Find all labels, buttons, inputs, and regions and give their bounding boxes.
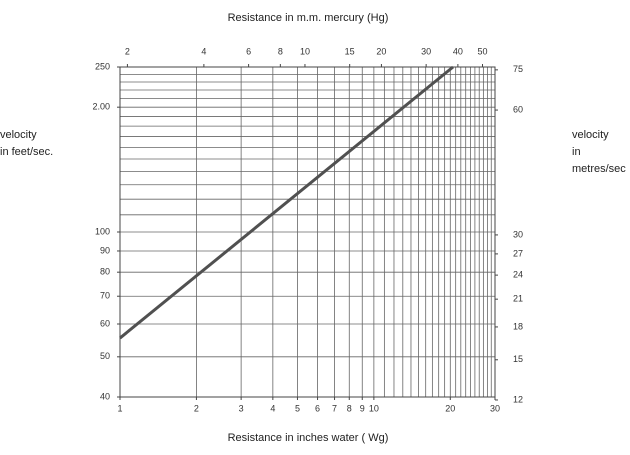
y-tick-label: 60 [100, 318, 110, 328]
x2-tick-label: 30 [421, 46, 431, 56]
y-axis-label: in feet/sec. [0, 146, 53, 158]
x2-tick-label: 8 [278, 46, 283, 56]
y-axis-label: velocity [0, 129, 37, 141]
x-tick-label: 7 [332, 403, 337, 413]
x-tick-label: 30 [490, 403, 500, 413]
chart-title: Resistance in m.m. mercury (Hg) [228, 12, 389, 24]
data-line [119, 65, 454, 340]
x2-tick-label: 40 [453, 46, 463, 56]
x2-tick-label: 6 [246, 46, 251, 56]
y2-tick-label: 60 [513, 104, 523, 114]
y-tick-label: 100 [95, 226, 110, 236]
y-tick-label: 90 [100, 245, 110, 255]
y2-tick-label: 30 [513, 229, 523, 239]
y2-tick-label: 18 [513, 321, 523, 331]
y2-tick-label: 24 [513, 269, 523, 279]
y2-tick-label: 75 [513, 64, 523, 74]
y2-axis-label: in [572, 146, 581, 158]
x2-tick-label: 10 [300, 46, 310, 56]
x2-tick-label: 4 [201, 46, 206, 56]
y-tick-label: 250 [95, 61, 110, 71]
x-tick-label: 20 [445, 403, 455, 413]
y-tick-label: 2.00 [92, 102, 110, 112]
x-tick-label: 2 [194, 403, 199, 413]
x-tick-label: 9 [360, 403, 365, 413]
x2-tick-label: 15 [345, 46, 355, 56]
y2-tick-label: 15 [513, 354, 523, 364]
x2-tick-label: 20 [376, 46, 386, 56]
x-tick-label: 10 [369, 403, 379, 413]
x2-tick-label: 2 [125, 46, 130, 56]
y2-axis-label: velocity [572, 129, 609, 141]
y-tick-label: 70 [100, 291, 110, 301]
x-tick-label: 8 [347, 403, 352, 413]
x2-tick-label: 50 [477, 46, 487, 56]
x-tick-label: 3 [239, 403, 244, 413]
x-tick-label: 6 [315, 403, 320, 413]
x-axis-label: Resistance in inches water ( Wg) [228, 432, 389, 444]
y2-tick-label: 21 [513, 294, 523, 304]
y2-axis-label: metres/sec [572, 163, 626, 175]
y2-tick-label: 27 [513, 248, 523, 258]
y-tick-label: 80 [100, 267, 110, 277]
y2-tick-label: 12 [513, 394, 523, 404]
x-tick-label: 1 [117, 403, 122, 413]
y-tick-label: 50 [100, 351, 110, 361]
y-tick-label: 40 [100, 391, 110, 401]
x-tick-label: 5 [295, 403, 300, 413]
x-tick-label: 4 [270, 403, 275, 413]
